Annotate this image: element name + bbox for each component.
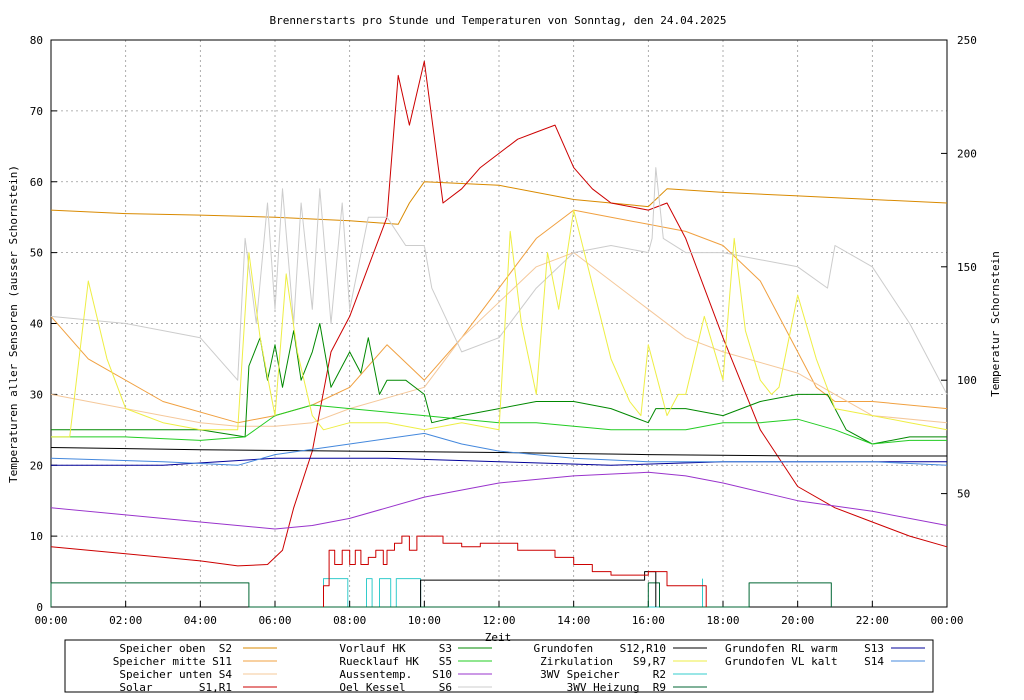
legend-item-label: Solar S1,R1: [119, 681, 232, 694]
x-tick-label: 14:00: [557, 614, 590, 627]
y2-tick-label: 150: [957, 261, 977, 274]
y-tick-label: 40: [30, 318, 43, 331]
y-tick-label: 70: [30, 105, 43, 118]
x-tick-label: 06:00: [258, 614, 291, 627]
legend-item-label: 3WV Heizung R9: [567, 681, 666, 694]
legend-item-label: Grundofen S12,R10: [534, 642, 666, 655]
legend-item-label: Ruecklauf HK S5: [339, 655, 452, 668]
x-tick-label: 00:00: [930, 614, 963, 627]
legend-item-label: Zirkulation S9,R7: [540, 655, 666, 668]
x-tick-label: 18:00: [706, 614, 739, 627]
x-tick-label: 10:00: [408, 614, 441, 627]
series-line-s10: [50, 471, 948, 530]
series-line-s11: [50, 209, 948, 424]
legend-item-label: Aussentemp. S10: [339, 668, 452, 681]
step-series-s12r10: [420, 571, 657, 607]
chart-title: Brennerstarts pro Stunde und Temperature…: [270, 14, 727, 27]
step-series-r9: [50, 582, 832, 608]
step-series-r2: [323, 578, 703, 608]
legend-item-label: Grundofen VL kalt S14: [725, 655, 884, 668]
legend-item-label: Speicher oben S2: [119, 642, 232, 655]
x-tick-label: 16:00: [632, 614, 665, 627]
x-axis-label: Zeit: [485, 631, 512, 644]
y-tick-label: 50: [30, 247, 43, 260]
series-line-s9r7: [51, 209, 948, 438]
y-tick-label: 60: [30, 176, 43, 189]
y2-tick-label: 250: [957, 34, 977, 47]
series-line-s12r10: [50, 447, 947, 457]
burner-starts-bars: [323, 535, 707, 607]
legend-item-label: 3WV Speicher R2: [540, 668, 666, 681]
legend-item-label: Grundofen RL warm S13: [725, 642, 884, 655]
y-axis-label: Temperaturen aller Sensoren (ausser Scho…: [7, 165, 20, 483]
x-tick-label: 20:00: [781, 614, 814, 627]
series-line-s5: [51, 404, 947, 445]
x-tick-label: 02:00: [109, 614, 142, 627]
legend-item-label: Vorlauf HK S3: [339, 642, 452, 655]
y-axis-left: 0 10 20 30 40 50 60 70 80: [30, 34, 57, 614]
x-tick-label: 04:00: [184, 614, 217, 627]
y-tick-label: 20: [30, 459, 43, 472]
grid-lines: [51, 40, 947, 607]
y-tick-label: 30: [30, 388, 43, 401]
series-line-s6: [50, 167, 948, 395]
series-line-s3: [51, 323, 947, 445]
x-axis: 00:00 02:00 04:00 06:00 08:00 10:00 12:00 14:00…: [34, 601, 964, 627]
y2-tick-label: 50: [957, 488, 970, 501]
y-tick-label: 0: [36, 601, 43, 614]
x-tick-label: 00:00: [34, 614, 67, 627]
x-tick-label: 12:00: [482, 614, 515, 627]
x-tick-label: 08:00: [333, 614, 366, 627]
y2-axis-label: Temperatur Schornstein: [989, 251, 1002, 397]
legend-item-label: Speicher mitte S11: [113, 655, 232, 668]
legend-box: [64, 639, 934, 693]
y-tick-label: 80: [30, 34, 43, 47]
series-line-s2: [50, 181, 948, 225]
series-lines: [50, 60, 948, 608]
y-tick-label: 10: [30, 530, 43, 543]
legend-item-label: Speicher unten S4: [119, 668, 232, 681]
y2-tick-label: 200: [957, 147, 977, 160]
x-tick-label: 22:00: [856, 614, 889, 627]
y-axis-right: 50 100 150 200 250: [941, 34, 977, 501]
legend-item-label: Oel Kessel S6: [339, 681, 452, 694]
series-line-s14: [50, 432, 948, 466]
y2-tick-label: 100: [957, 374, 977, 387]
series-line-s4: [50, 252, 948, 427]
series-line-s1r1: [50, 60, 948, 567]
